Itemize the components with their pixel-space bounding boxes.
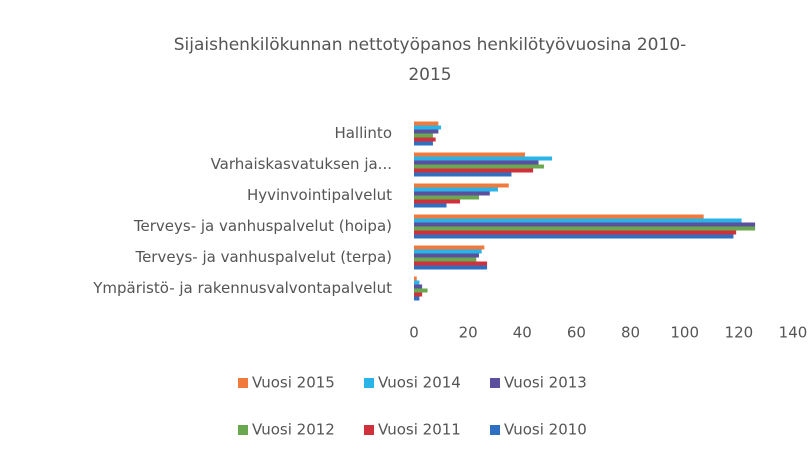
x-tick-label: 80 [621,324,640,342]
bar [414,137,436,142]
bar [414,226,756,231]
bar [414,284,423,289]
bar [414,253,479,258]
bar [414,152,525,157]
y-tick-label: Ympäristö- ja rakennusvalvontapalvelut [92,279,392,297]
bar [414,191,490,196]
bar [414,121,439,126]
bar [414,261,488,266]
y-tick-label: Hyvinvointipalvelut [247,186,392,204]
x-tick-label: 60 [567,324,586,342]
legend-swatch [238,378,248,388]
bar [414,222,756,227]
bar [414,199,461,204]
bar [414,276,417,281]
legend-label: Vuosi 2012 [252,421,335,439]
y-tick-label: Varhaiskasvatuksen ja... [211,155,392,173]
bar [414,214,704,219]
bar [414,141,433,146]
bar [414,187,498,192]
legend-swatch [364,378,374,388]
bar [414,164,544,169]
chart-title: 2015 [408,65,451,85]
legend-swatch [238,425,248,435]
legend-label: Vuosi 2014 [378,374,461,392]
y-tick-label: Hallinto [334,124,392,142]
bar [414,160,539,165]
bar [414,257,477,262]
bar [414,218,742,223]
x-tick-label: 0 [409,324,419,342]
bar [414,133,433,138]
chart-title: Sijaishenkilökunnan nettotyöpanos henkil… [174,35,687,55]
legend-label: Vuosi 2015 [252,374,335,392]
legend-label: Vuosi 2011 [378,421,461,439]
x-tick-label: 120 [725,324,754,342]
bar [414,195,479,200]
bar [414,234,734,239]
bar [414,288,428,293]
bar [414,292,423,297]
bar [414,168,534,173]
legend-swatch [490,378,500,388]
bar [414,265,488,270]
bar [414,125,442,130]
x-tick-label: 20 [459,324,478,342]
bar [414,230,737,235]
bar [414,203,447,208]
bar [414,156,553,161]
bar [414,249,482,254]
y-tick-label: Terveys- ja vanhuspalvelut (terpa) [134,248,392,266]
legend-label: Vuosi 2013 [504,374,587,392]
bar [414,183,509,188]
bar [414,245,485,250]
legend-swatch [490,425,500,435]
y-tick-label: Terveys- ja vanhuspalvelut (hoipa) [133,217,392,235]
bar [414,296,420,301]
bar [414,129,439,134]
x-tick-label: 100 [670,324,699,342]
x-tick-label: 140 [779,324,808,342]
legend-label: Vuosi 2010 [504,421,587,439]
bar [414,172,512,177]
legend-swatch [364,425,374,435]
x-tick-label: 40 [513,324,532,342]
bar [414,280,420,285]
